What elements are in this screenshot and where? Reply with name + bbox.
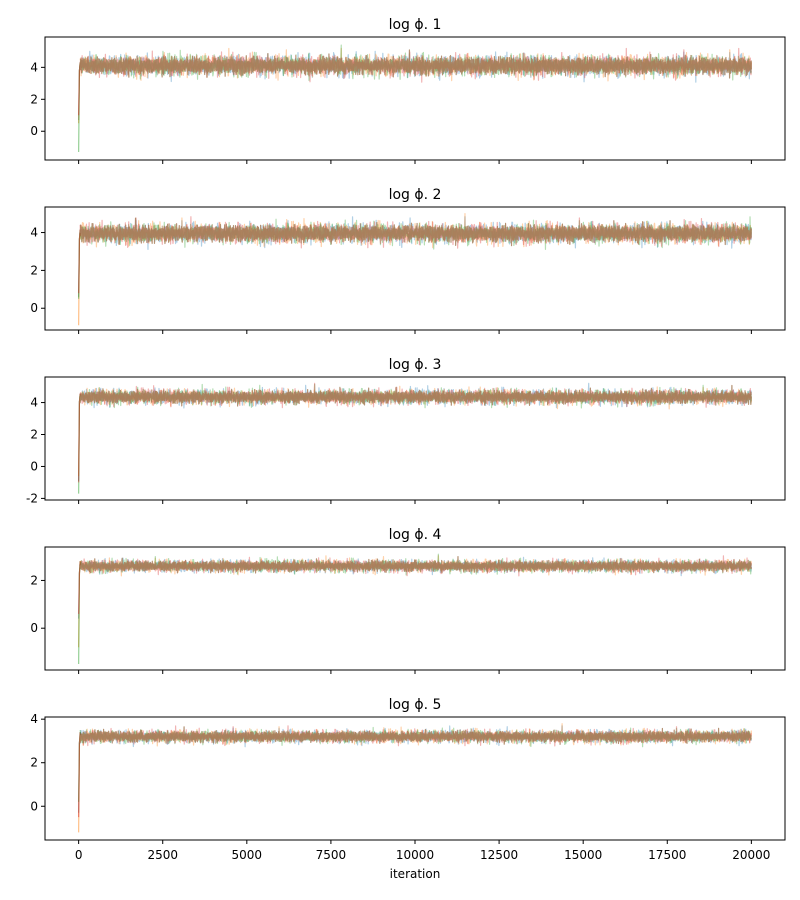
panel-title: log ϕ. 2	[389, 187, 442, 203]
x-tick-label: 17500	[648, 848, 686, 862]
x-tick-label: 7500	[316, 848, 347, 862]
y-tick-label: 4	[30, 60, 38, 74]
x-tick-label: 10000	[396, 848, 434, 862]
y-tick-label: 2	[30, 573, 38, 587]
chain-3-trace	[79, 44, 752, 81]
y-tick-label: 0	[30, 124, 38, 138]
y-tick-label: 0	[30, 459, 38, 473]
trace-panel-1: 0 2 4 log ϕ. 1	[30, 17, 786, 164]
x-axis-label: iteration	[390, 867, 441, 881]
x-tick-label: 15000	[564, 848, 602, 862]
x-tick-label: 0	[75, 848, 83, 862]
trace-panel-5: 0 2 4 0 2500 5000 7500 10000 12500 15000 17500 2000…	[30, 697, 786, 881]
trace-lines	[78, 382, 752, 494]
trace-panel-2: 0 2 4 log ϕ. 2	[30, 187, 786, 334]
y-tick-label: 4	[30, 712, 38, 726]
y-tick-label: 4	[30, 396, 38, 410]
panel-title: log ϕ. 4	[389, 527, 442, 543]
chain-4-burnin	[78, 561, 81, 614]
y-tick-label: -2	[26, 491, 38, 505]
y-tick-label: 2	[30, 92, 38, 106]
panel-title: log ϕ. 5	[389, 697, 442, 713]
trace-panel-4: 0 2 log ϕ. 4	[30, 527, 786, 674]
combined-trace	[79, 726, 752, 745]
panel-title: log ϕ. 1	[389, 17, 442, 33]
x-tick-label: 20000	[732, 848, 770, 862]
y-tick-label: 2	[30, 756, 38, 770]
x-tick-label: 2500	[147, 848, 178, 862]
trace-panel-3: -2 0 2 4 log ϕ. 3	[26, 357, 786, 505]
y-tick-label: 0	[30, 301, 38, 315]
y-tick-label: 2	[30, 263, 38, 277]
trace-lines	[78, 723, 752, 833]
combined-trace	[79, 556, 752, 574]
trace-lines	[78, 213, 752, 326]
trace-lines	[78, 553, 752, 665]
y-tick-label: 2	[30, 428, 38, 442]
combined-trace	[79, 384, 752, 407]
y-tick-label: 0	[30, 799, 38, 813]
panel-title: log ϕ. 3	[389, 357, 442, 373]
trace-lines	[78, 44, 752, 153]
y-tick-label: 4	[30, 226, 38, 240]
combined-trace	[79, 217, 752, 247]
x-tick-label: 12500	[480, 848, 518, 862]
combined-trace	[79, 49, 752, 79]
chain-4-burnin	[78, 393, 81, 483]
y-tick-label: 0	[30, 621, 38, 635]
axes-frame	[44, 36, 786, 161]
x-tick-label: 5000	[232, 848, 263, 862]
